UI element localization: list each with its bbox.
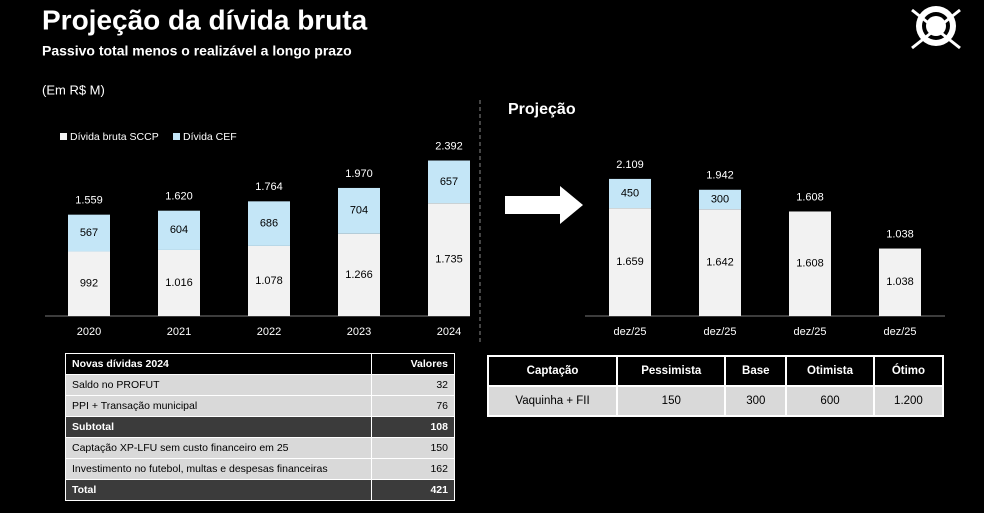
bar-segment	[68, 214, 110, 252]
table-cell: Captação XP-LFU sem custo financeiro em …	[65, 437, 372, 459]
bar-segment	[158, 249, 200, 316]
subtitle: Passivo total menos o realizável a longo…	[42, 43, 352, 59]
value-label: 0	[807, 199, 813, 211]
header-cell: Base	[724, 355, 788, 387]
legend-label: Dívida bruta SCCP	[70, 131, 159, 143]
total-label: 2.109	[616, 159, 644, 171]
table-cell: 150	[616, 385, 727, 417]
table-row: PPI + Transação municipal 76	[65, 395, 455, 417]
table-cell: 108	[371, 416, 455, 438]
value-label: 686	[260, 218, 278, 230]
value-label: 1.266	[345, 269, 373, 281]
total-label: 1.620	[165, 191, 193, 203]
debt-table: Novas dívidas 2024 Valores Saldo no PROFUT…	[65, 353, 455, 501]
title: Projeção da dívida bruta	[42, 4, 368, 35]
table-cell: Saldo no PROFUT	[65, 374, 372, 396]
bar-segment	[699, 189, 741, 210]
legend-swatch	[60, 133, 67, 140]
table-cell: Vaquinha + FII	[486, 385, 619, 417]
bar-segment	[699, 209, 741, 316]
total-label: 1.942	[706, 170, 734, 182]
value-label: 1.078	[255, 275, 283, 287]
header-cell: Otimista	[785, 355, 875, 387]
header-cell: Ótimo	[872, 355, 945, 387]
bar-segment	[879, 248, 921, 316]
table-cell: 421	[371, 479, 455, 501]
total-label: 1.559	[75, 195, 103, 207]
header-cell: Pessimista	[616, 355, 727, 387]
table-cell: 150	[371, 437, 455, 459]
table-cell: 1.200	[872, 385, 945, 417]
total-label: 1.038	[886, 228, 914, 240]
table-cell: 600	[785, 385, 875, 417]
total-label: 1.764	[255, 181, 283, 193]
table-row: Subtotal 108	[65, 416, 455, 438]
value-label: 657	[440, 176, 458, 188]
table-cell: 300	[724, 385, 788, 417]
value-label: 992	[80, 278, 98, 290]
header-cell: Novas dívidas 2024	[65, 353, 372, 375]
total-label: 1.970	[345, 168, 373, 180]
header-cell: Captação	[486, 355, 619, 387]
value-label: 1.038	[886, 276, 914, 288]
x-tick-label: dez/25	[703, 326, 736, 338]
table-row: Investimento no futebol, multas e despes…	[65, 458, 455, 480]
value-label: 604	[170, 224, 188, 236]
bar-segment	[248, 245, 290, 316]
bar-segment	[68, 251, 110, 316]
table-cell: Subtotal	[65, 416, 372, 438]
legend-swatch	[173, 133, 180, 140]
table-row: Total 421	[65, 479, 455, 501]
value-label: 1.659	[616, 256, 644, 268]
scenario-table: Captação Pessimista Base Otimista Ótimo Vaqui…	[486, 355, 945, 417]
header-cell: Valores	[371, 353, 455, 375]
bar-segment	[338, 187, 380, 234]
x-tick-label: 2022	[257, 326, 281, 338]
bar-segment	[428, 203, 470, 316]
table-cell: 76	[371, 395, 455, 417]
bar-segment	[609, 208, 651, 316]
chart-title: Projeção	[508, 101, 576, 118]
bar-segment	[338, 233, 380, 316]
x-tick-label: 2024	[437, 326, 461, 338]
value-label: 1.735	[435, 254, 463, 266]
logo	[911, 6, 961, 50]
table-row: Vaquinha + FII 150 300 600 1.200	[486, 385, 945, 417]
table-cell: Total	[65, 479, 372, 501]
value-label: 1.642	[706, 257, 734, 269]
bar-segment	[248, 201, 290, 246]
unit-note: (Em R$ M)	[42, 82, 105, 97]
value-label: 450	[621, 187, 639, 199]
x-tick-label: 2020	[77, 326, 101, 338]
table-cell: PPI + Transação municipal	[65, 395, 372, 417]
value-label: 567	[80, 227, 98, 239]
table-cell: Investimento no futebol, multas e despes…	[65, 458, 372, 480]
table-row: Saldo no PROFUT 32	[65, 374, 455, 396]
x-tick-label: dez/25	[613, 326, 646, 338]
total-label: 2.392	[435, 140, 463, 152]
bar-segment	[609, 178, 651, 209]
x-tick-label: 2021	[167, 326, 191, 338]
total-label: 1.608	[796, 191, 824, 203]
table-cell: 162	[371, 458, 455, 480]
bar-segment	[428, 160, 470, 204]
arrow	[505, 186, 583, 224]
table-row: Captação XP-LFU sem custo financeiro em …	[65, 437, 455, 459]
table-header-row: Novas dívidas 2024 Valores	[65, 353, 455, 375]
value-label: 704	[350, 205, 368, 217]
value-label: 1.608	[796, 258, 824, 270]
bar-segment	[158, 210, 200, 250]
legend-label: Dívida CEF	[183, 131, 237, 143]
table-cell: 32	[371, 374, 455, 396]
value-label: 1.016	[165, 277, 193, 289]
x-tick-label: dez/25	[883, 326, 916, 338]
x-tick-label: dez/25	[793, 326, 826, 338]
bar-segment	[789, 211, 831, 316]
value-label: 300	[711, 193, 729, 205]
table-header-row: Captação Pessimista Base Otimista Ótimo	[486, 355, 945, 387]
x-tick-label: 2023	[347, 326, 371, 338]
